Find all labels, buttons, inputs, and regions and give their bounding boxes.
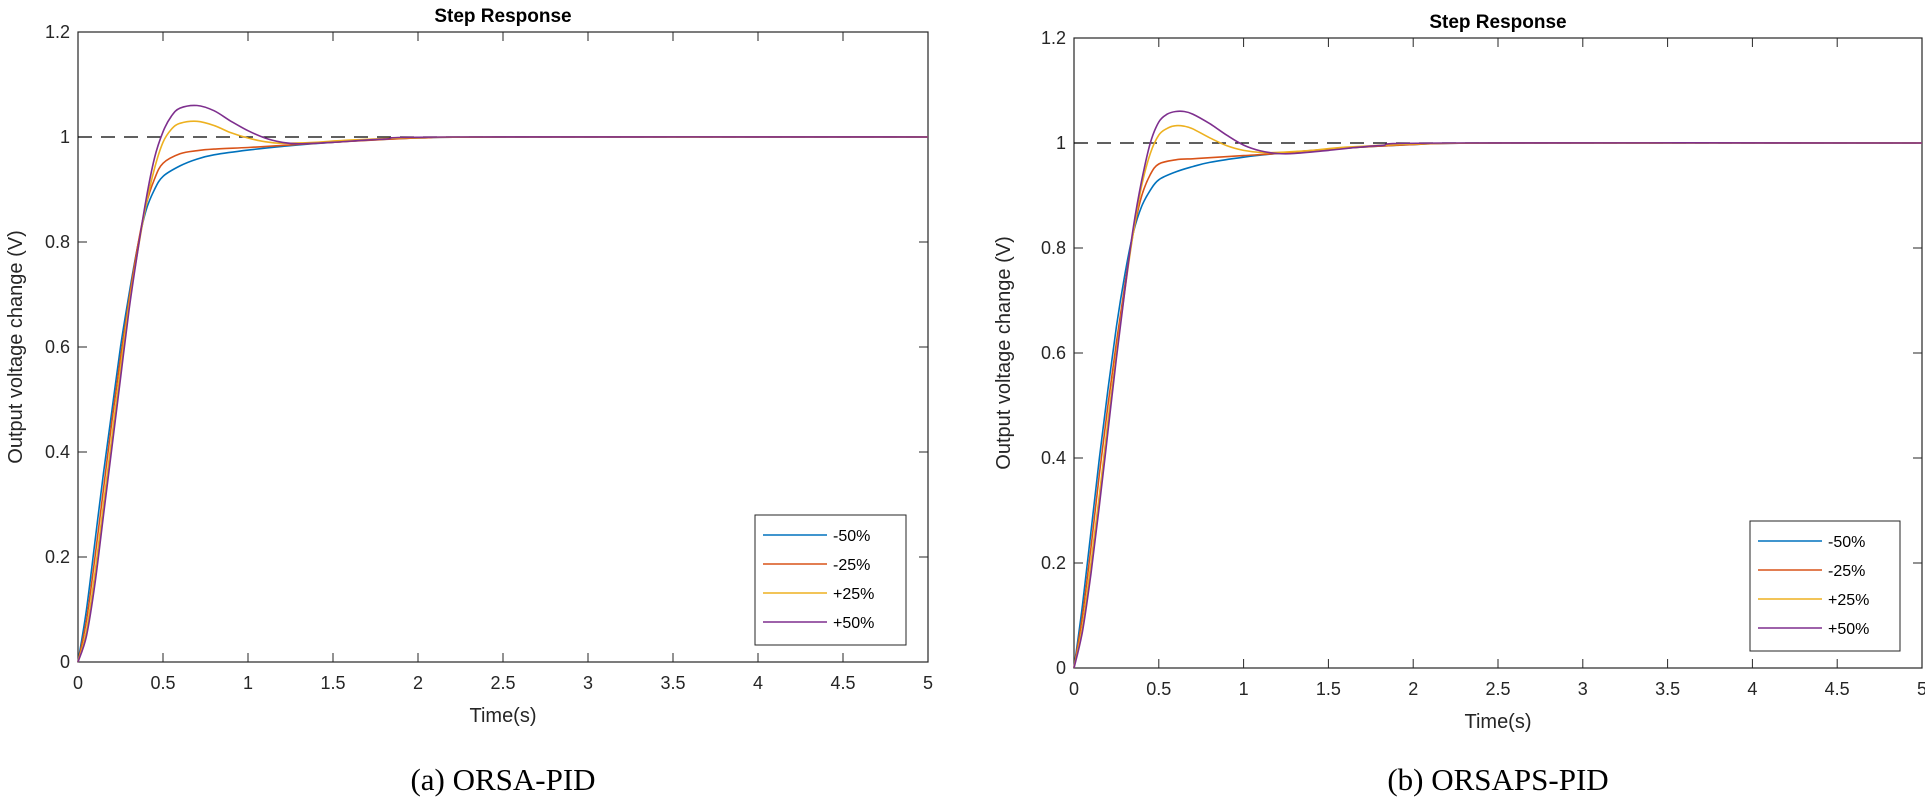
x-tick-label: 2 (413, 673, 423, 693)
legend-box (1749, 520, 1901, 652)
legend: -50% -25% +25% +50% (754, 514, 907, 646)
legend-label: -50% (1828, 534, 1865, 551)
y-tick-label: 0.6 (45, 337, 70, 357)
y-tick-label: 1 (1056, 133, 1066, 153)
chart-title: Step Response (434, 6, 571, 27)
x-axis-label: Time(s) (1464, 711, 1531, 733)
x-tick-label: 4.5 (1825, 679, 1850, 699)
legend-label: -25% (1828, 563, 1865, 580)
y-tick-label: 0.2 (45, 547, 70, 567)
y-tick-label: 0.4 (45, 442, 70, 462)
y-tick-label: 1 (60, 127, 70, 147)
chart-b: 0 0.5 1 1.5 2 2.5 3 3.5 4 4.5 5 0 0.2 0.4 0.6 0.8 1 1.2 St… (993, 12, 1925, 797)
x-tick-label: 0.5 (1146, 679, 1171, 699)
x-tick-label: 2.5 (490, 673, 515, 693)
x-tick-label: 3.5 (660, 673, 685, 693)
y-tick-label: 0.4 (1041, 448, 1066, 468)
y-tick-label: 0.8 (45, 232, 70, 252)
y-tick-label: 0.2 (1041, 553, 1066, 573)
legend-label: +50% (833, 615, 874, 632)
y-tick-label: 1.2 (1041, 28, 1066, 48)
chart-a: 0 0.5 1 1.5 2 2.5 3 3.5 4 4.5 5 0 0.2 0.4 0.6 0.8 1 1.2 St… (5, 6, 933, 797)
x-tick-label: 0 (1069, 679, 1079, 699)
series-line-plus50pct (1073, 110, 1923, 669)
legend-box (754, 514, 907, 646)
legend: -50% -25% +25% +50% (1749, 520, 1901, 652)
legend-label: -25% (833, 557, 870, 574)
subfigure-caption: (a) ORSA-PID (410, 762, 595, 797)
x-tick-label: 4 (1747, 679, 1757, 699)
x-tick-label: 0.5 (150, 673, 175, 693)
x-tick-label: 5 (923, 673, 933, 693)
y-axis-label: Output voltage change (V) (993, 236, 1015, 469)
y-tick-label: 1.2 (45, 22, 70, 42)
x-tick-label: 2 (1408, 679, 1418, 699)
x-tick-label: 0 (73, 673, 83, 693)
x-tick-label: 4.5 (830, 673, 855, 693)
x-tick-label: 2.5 (1485, 679, 1510, 699)
legend-label: +25% (1828, 592, 1869, 609)
x-tick-label: 1 (1239, 679, 1249, 699)
x-axis-label: Time(s) (469, 705, 536, 727)
x-tick-label: 5 (1917, 679, 1925, 699)
y-tick-label: 0.6 (1041, 343, 1066, 363)
y-tick-label: 0 (60, 652, 70, 672)
series-line-plus50pct (77, 104, 929, 663)
legend-label: +50% (1828, 621, 1869, 638)
y-axis-label: Output voltage change (V) (5, 230, 27, 463)
x-tick-label: 3 (583, 673, 593, 693)
x-tick-label: 3.5 (1655, 679, 1680, 699)
legend-label: -50% (833, 528, 870, 545)
x-tick-label: 1 (243, 673, 253, 693)
x-tick-label: 1.5 (1316, 679, 1341, 699)
x-tick-label: 3 (1578, 679, 1588, 699)
legend-label: +25% (833, 586, 874, 603)
chart-title: Step Response (1429, 12, 1566, 33)
x-tick-label: 1.5 (320, 673, 345, 693)
y-tick-label: 0.8 (1041, 238, 1066, 258)
y-tick-label: 0 (1056, 658, 1066, 678)
subfigure-caption: (b) ORSAPS-PID (1387, 762, 1608, 797)
x-tick-label: 4 (753, 673, 763, 693)
